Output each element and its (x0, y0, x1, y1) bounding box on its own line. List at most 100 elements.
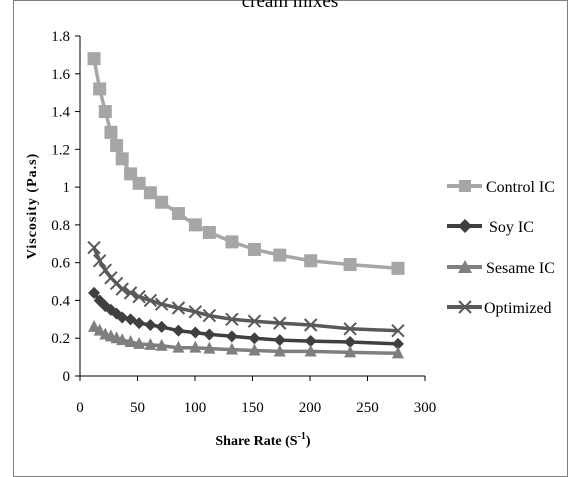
data-point-sesame-ic (273, 344, 286, 357)
legend-item-control-ic: Control IC (447, 179, 555, 196)
data-point-optimized (343, 322, 357, 336)
data-point-sesame-ic (203, 341, 216, 354)
data-point-sesame-ic (155, 338, 168, 351)
data-point-sesame-ic (189, 340, 202, 353)
y-tick-label: 1.8 (51, 29, 70, 45)
x-tick-label: 200 (299, 400, 322, 416)
data-point-optimized (92, 254, 107, 268)
data-point-optimized (202, 308, 217, 323)
data-point-soy-ic (189, 326, 202, 339)
data-point-control-ic (225, 235, 239, 249)
series-optimized (87, 240, 405, 338)
data-point-control-ic (202, 225, 216, 239)
legend-item-optimized: Optimized (447, 300, 552, 317)
data-point-sesame-ic (88, 319, 101, 332)
data-point-sesame-ic (391, 346, 404, 359)
data-point-control-ic (343, 258, 357, 272)
legend-item-sesame-ic: Sesame IC (447, 260, 555, 277)
data-point-optimized (98, 263, 113, 277)
legend-label-control-ic: Control IC (486, 179, 555, 196)
chart-title: cream mixes (242, 0, 339, 12)
data-point-sesame-ic (304, 344, 317, 357)
data-point-soy-ic (273, 334, 286, 347)
data-point-soy-ic (203, 328, 216, 341)
data-point-control-ic (93, 82, 107, 96)
data-point-soy-ic (133, 317, 146, 330)
y-tick-label: 1.4 (51, 105, 70, 121)
y-tick-label: 0.2 (51, 331, 70, 347)
legend-label-optimized: Optimized (484, 300, 552, 317)
y-axis-title: Viscosity (Pa.s) (25, 153, 40, 259)
y-tick-label: 1.6 (51, 67, 70, 83)
data-point-optimized (171, 301, 186, 315)
data-point-optimized (188, 305, 203, 319)
data-point-soy-ic (225, 330, 238, 343)
data-point-sesame-ic (225, 342, 238, 355)
y-tick-label: 0.8 (51, 218, 70, 234)
data-point-optimized (115, 282, 129, 296)
legend: Control IC Soy IC Sesame IC Optimized (447, 179, 555, 317)
data-point-control-ic (391, 261, 405, 275)
x-axis-title-suffix: ) (306, 434, 311, 449)
legend-marker-control-ic (459, 180, 471, 192)
series-layer (87, 52, 405, 359)
data-point-control-ic (247, 242, 261, 256)
data-point-control-ic (132, 176, 146, 190)
data-point-soy-ic (344, 336, 357, 348)
x-tick-label: 150 (241, 400, 264, 416)
data-point-control-ic (110, 139, 124, 153)
data-point-optimized (154, 297, 169, 311)
data-point-optimized (391, 323, 405, 338)
y-tick-label: 0.6 (51, 256, 70, 272)
data-point-soy-ic (391, 337, 404, 350)
data-point-soy-ic (124, 313, 137, 326)
x-axis-title: Share Rate (S-1) (215, 431, 311, 449)
data-point-control-ic (87, 52, 101, 66)
data-point-control-ic (115, 152, 129, 166)
data-point-sesame-ic (93, 323, 106, 336)
data-point-optimized (273, 316, 287, 330)
data-point-control-ic (304, 254, 318, 268)
x-tick-label: 250 (356, 400, 379, 416)
data-point-soy-ic (144, 319, 157, 331)
data-point-control-ic (171, 207, 185, 221)
data-point-soy-ic (304, 335, 317, 348)
x-axis-title-superscript: -1 (298, 431, 306, 442)
data-point-control-ic (98, 105, 112, 119)
data-point-sesame-ic (248, 343, 261, 356)
legend-label-soy-ic: Soy IC (489, 219, 534, 236)
chart-border (13, 0, 568, 477)
x-tick-label: 50 (130, 400, 145, 416)
y-tick-label: 1 (63, 180, 71, 196)
data-point-control-ic (104, 125, 118, 139)
x-tick-label: 0 (76, 400, 84, 416)
data-point-soy-ic (116, 311, 129, 324)
data-point-optimized (247, 314, 262, 328)
data-point-control-ic (188, 218, 202, 232)
data-point-sesame-ic (133, 336, 146, 349)
legend-marker-sesame-ic (458, 260, 472, 273)
legend-marker-soy-ic (458, 219, 472, 233)
data-point-sesame-ic (172, 340, 185, 353)
x-tick-label: 300 (414, 400, 437, 416)
data-point-soy-ic (248, 332, 261, 345)
data-point-sesame-ic (124, 335, 137, 347)
legend-marker-optimized (458, 300, 472, 314)
y-tick-label: 1.2 (51, 142, 70, 158)
data-point-sesame-ic (144, 337, 157, 350)
legend-label-sesame-ic: Sesame IC (486, 260, 555, 277)
data-point-control-ic (143, 186, 157, 200)
legend-item-soy-ic: Soy IC (447, 219, 534, 236)
series-control-ic (87, 52, 405, 275)
data-point-optimized (123, 286, 138, 300)
data-point-optimized (87, 240, 101, 255)
data-point-sesame-ic (344, 345, 357, 358)
data-point-optimized (143, 293, 158, 308)
data-point-sesame-ic (116, 333, 129, 346)
y-tick-label: 0.4 (51, 293, 70, 309)
data-point-optimized (225, 312, 239, 327)
data-point-soy-ic (172, 324, 185, 337)
y-tick-label: 0 (63, 369, 71, 385)
data-point-control-ic (155, 195, 169, 209)
data-point-soy-ic (155, 320, 168, 333)
